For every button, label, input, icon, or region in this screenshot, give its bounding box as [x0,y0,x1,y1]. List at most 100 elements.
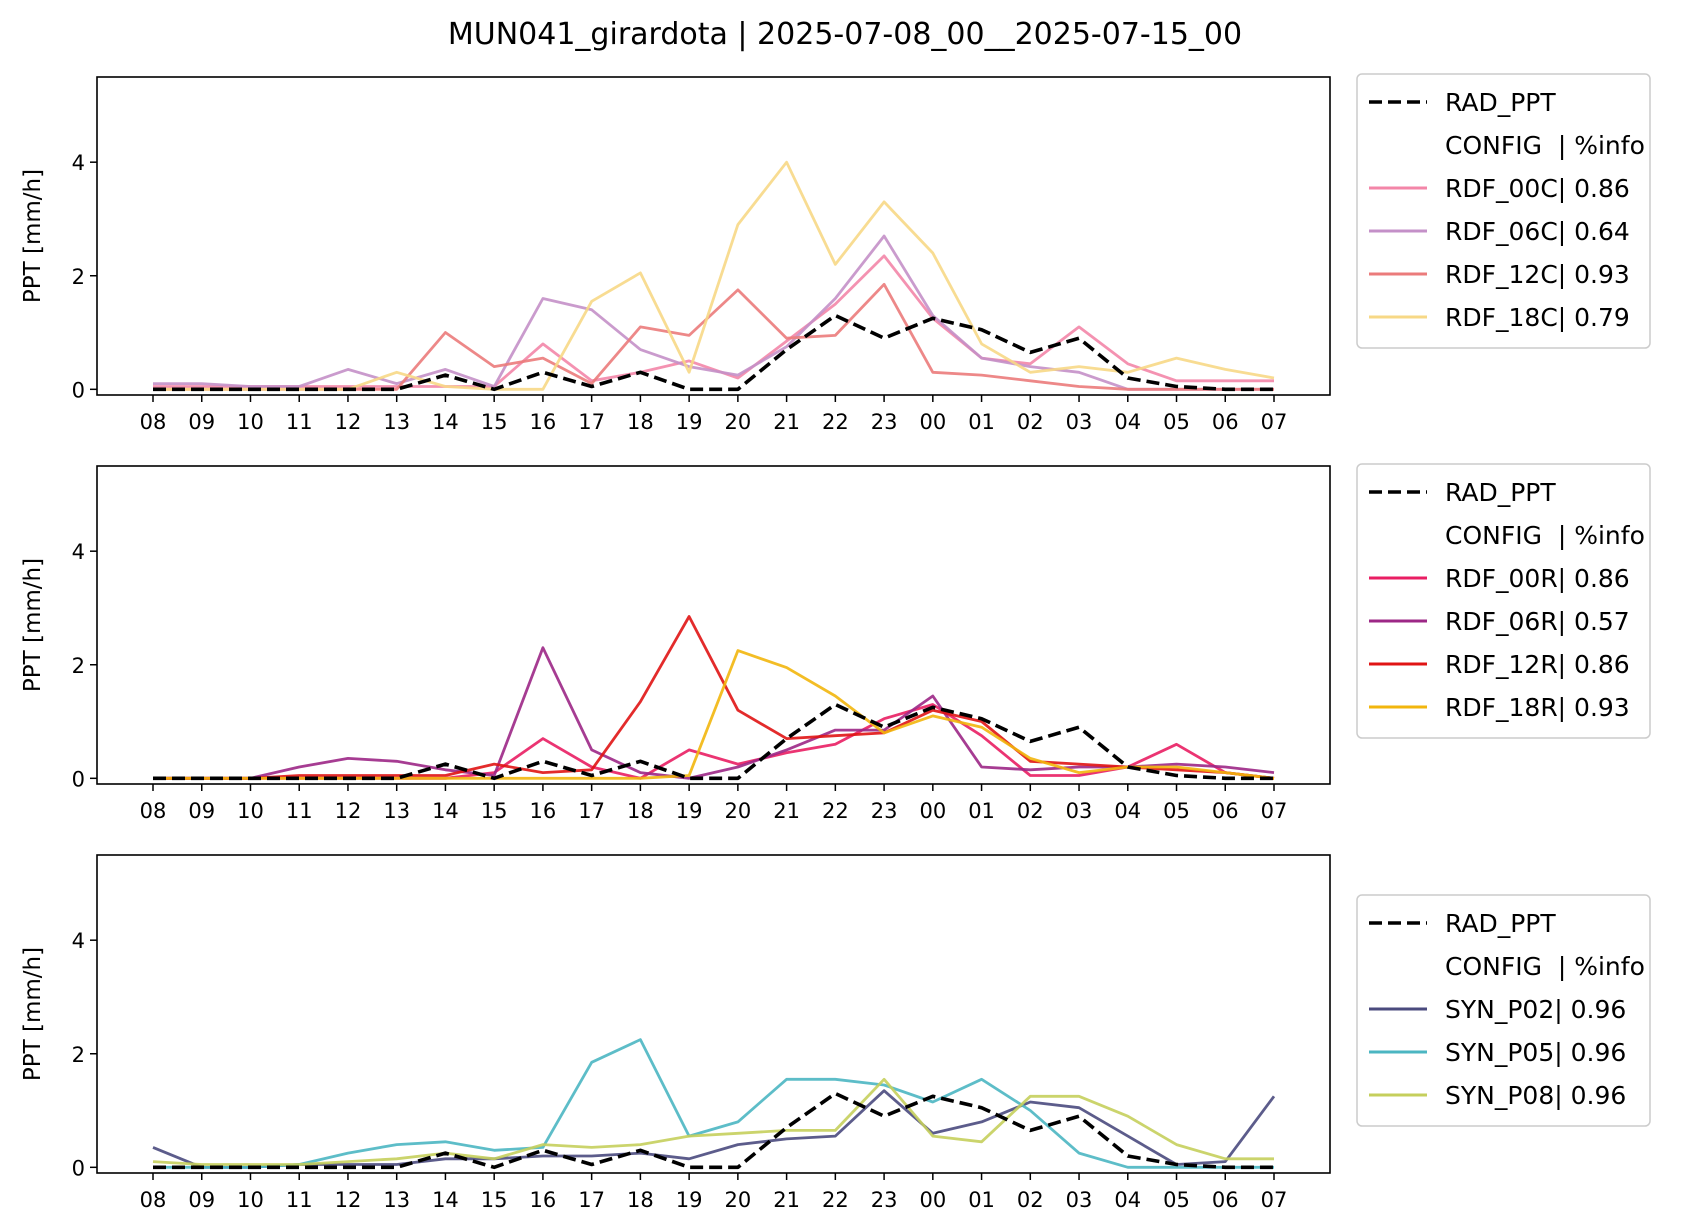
x-tick-label: 17 [578,1188,605,1212]
series-line-rdf-00c [153,254,1274,388]
series-line-syn-p02 [152,1089,1276,1169]
x-tick-label: 19 [676,410,703,434]
legend-header: CONFIG | %info [1445,521,1645,550]
x-tick-label: 07 [1261,799,1288,823]
x-tick-label: 03 [1066,410,1093,434]
x-tick-label: 02 [1017,410,1044,434]
axes-frame [96,465,1331,785]
axes-frame [96,854,1331,1174]
x-tick-label: 20 [725,1188,752,1212]
x-tick-label: 21 [773,410,800,434]
x-tick-label: 12 [335,799,362,823]
legend-label: RDF_06C| 0.64 [1445,217,1630,246]
legend-header: CONFIG | %info [1445,131,1645,160]
x-tick-label: 07 [1261,410,1288,434]
legend-header: CONFIG | %info [1445,952,1645,981]
legend-label: RDF_18R| 0.93 [1445,693,1630,722]
x-tick-label: 23 [871,410,898,434]
axes-frame [96,76,1331,396]
figure-title: MUN041_girardota | 2025-07-08_00__2025-0… [448,17,1242,52]
series-line-syn-p05 [153,1038,1274,1169]
x-tick-label: 13 [383,1188,410,1212]
x-tick-label: 16 [530,1188,557,1212]
legend-label: RAD_PPT [1445,478,1556,507]
legend: RAD_PPT CONFIG | %info RDF_00C| 0.86 RDF_06… [1356,73,1651,349]
x-tick-label: 08 [140,410,167,434]
legend-label: SYN_P05| 0.96 [1445,1038,1626,1067]
x-tick-label: 14 [432,799,459,823]
x-tick-label: 10 [237,799,264,823]
x-tick-label: 01 [968,1188,995,1212]
x-tick-label: 22 [822,1188,849,1212]
x-tick-label: 12 [335,1188,362,1212]
x-tick-label: 19 [676,1188,703,1212]
x-tick-label: 23 [871,1188,898,1212]
x-tick-label: 00 [919,1188,946,1212]
legend-label: RDF_06R| 0.57 [1445,607,1630,636]
x-tick-label: 03 [1066,799,1093,823]
x-tick-label: 00 [919,799,946,823]
x-tick-label: 09 [188,1188,215,1212]
x-tick-label: 00 [919,410,946,434]
x-tick-label: 04 [1114,410,1141,434]
x-tick-label: 04 [1114,1188,1141,1212]
x-tick-label: 07 [1261,1188,1288,1212]
x-tick-label: 12 [335,410,362,434]
x-tick-label: 13 [383,799,410,823]
x-tick-label: 15 [481,799,508,823]
x-tick-label: 22 [822,799,849,823]
x-tick-label: 18 [627,410,654,434]
x-tick-label: 11 [286,799,313,823]
legend-label: RAD_PPT [1445,909,1556,938]
series-line-rdf-12r [153,615,1275,780]
x-tick-label: 22 [822,410,849,434]
y-tick-label: 0 [72,1156,85,1180]
series-group [152,1038,1276,1170]
x-tick-label: 05 [1163,1188,1190,1212]
y-axis-label: PPT [mm/h] [20,947,46,1081]
x-tick-label: 15 [481,410,508,434]
x-tick-label: 08 [140,799,167,823]
y-tick-label: 2 [72,654,85,678]
y-tick-label: 2 [72,1043,85,1067]
x-tick-label: 10 [237,1188,264,1212]
y-axis-label: PPT [mm/h] [20,169,46,303]
x-tick-label: 10 [237,410,264,434]
x-tick-label: 03 [1066,1188,1093,1212]
y-tick-label: 0 [72,767,85,791]
x-tick-label: 06 [1212,1188,1239,1212]
series-line-rdf-06r [153,646,1275,780]
x-tick-label: 13 [383,410,410,434]
x-tick-label: 09 [188,410,215,434]
series-line-syn-p08 [152,1077,1274,1166]
legend: RAD_PPT CONFIG | %info SYN_P02| 0.96 SYN_P0… [1356,894,1651,1127]
legend-label: RDF_00C| 0.86 [1445,174,1630,203]
x-tick-label: 11 [286,410,313,434]
series-line-rad-ppt [153,1091,1274,1170]
legend-label: RDF_00R| 0.86 [1445,564,1630,593]
x-tick-label: 08 [140,1188,167,1212]
x-tick-label: 01 [968,410,995,434]
x-tick-label: 20 [725,410,752,434]
x-tick-label: 06 [1212,799,1239,823]
x-tick-label: 15 [481,1188,508,1212]
legend-label: RAD_PPT [1445,88,1556,117]
series-line-rad-ppt [153,702,1274,781]
y-tick-label: 4 [72,151,85,175]
x-tick-label: 20 [725,799,752,823]
y-tick-label: 4 [72,540,85,564]
y-axis-label: PPT [mm/h] [20,558,46,692]
x-tick-label: 18 [627,1188,654,1212]
x-tick-label: 01 [968,799,995,823]
x-tick-label: 06 [1212,410,1239,434]
x-tick-label: 19 [676,799,703,823]
y-tick-label: 2 [72,265,85,289]
y-tick-label: 0 [72,378,85,402]
x-tick-label: 16 [530,799,557,823]
x-tick-label: 23 [871,799,898,823]
x-tick-label: 14 [432,410,459,434]
